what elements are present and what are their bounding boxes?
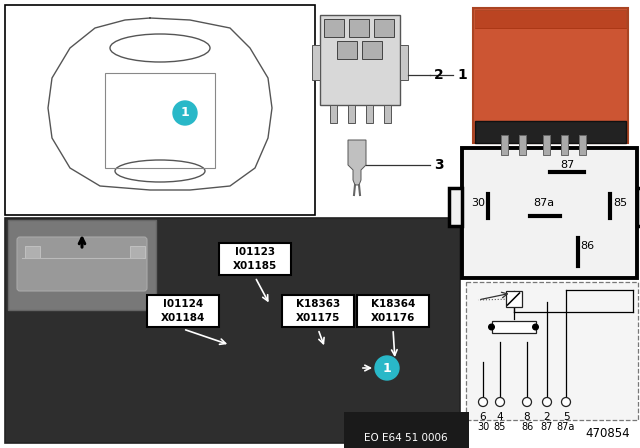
Bar (5, 5, 315, 215)
Bar (337, 41, 357, 59)
Bar (130, 246, 145, 258)
Bar (362, 41, 382, 59)
Bar (330, 105, 337, 123)
Bar (561, 135, 568, 155)
Bar (8, 220, 156, 310)
Bar (519, 135, 526, 155)
Bar (492, 321, 536, 333)
Text: I01123
X01185: I01123 X01185 (233, 247, 277, 271)
Circle shape (375, 356, 399, 380)
Bar (501, 135, 508, 155)
Bar (475, 121, 626, 143)
Bar (312, 45, 320, 80)
Bar (349, 19, 369, 37)
Text: 85: 85 (613, 198, 627, 208)
Bar (25, 246, 40, 258)
Text: 1: 1 (383, 362, 392, 375)
Text: 85: 85 (494, 422, 506, 432)
Bar (366, 105, 373, 123)
Bar (5, 218, 460, 443)
Bar (449, 188, 462, 226)
Text: 1: 1 (180, 107, 189, 120)
Text: 86: 86 (521, 422, 533, 432)
Circle shape (532, 324, 538, 330)
Text: 2: 2 (434, 68, 444, 82)
Text: 1: 1 (457, 68, 467, 82)
Text: 4: 4 (497, 412, 503, 422)
Bar (105, 73, 215, 168)
Circle shape (561, 397, 570, 406)
Bar (374, 19, 394, 37)
Circle shape (479, 397, 488, 406)
Bar (348, 105, 355, 123)
Text: K18363
X01175: K18363 X01175 (296, 299, 340, 323)
Text: 87a: 87a (557, 422, 575, 432)
Text: 3: 3 (434, 158, 444, 172)
Text: 30: 30 (471, 198, 485, 208)
FancyBboxPatch shape (17, 237, 147, 291)
Text: 5: 5 (563, 412, 570, 422)
Text: K18364
X01176: K18364 X01176 (371, 299, 415, 323)
Bar (637, 188, 640, 226)
Bar (475, 10, 626, 28)
Bar (466, 282, 638, 420)
Bar (543, 135, 550, 155)
Text: EO E64 51 0006: EO E64 51 0006 (364, 433, 448, 443)
Text: 87a: 87a (533, 198, 555, 208)
Bar (324, 19, 344, 37)
Circle shape (522, 397, 531, 406)
Bar (473, 8, 628, 143)
Text: 8: 8 (524, 412, 531, 422)
Bar (579, 135, 586, 155)
Text: 470854: 470854 (586, 427, 630, 440)
Bar (147, 295, 219, 327)
Circle shape (495, 397, 504, 406)
Text: 30: 30 (477, 422, 489, 432)
Text: 86: 86 (580, 241, 594, 251)
Bar (320, 15, 400, 105)
Text: 6: 6 (480, 412, 486, 422)
Polygon shape (348, 140, 366, 185)
Bar (462, 148, 637, 278)
Text: I01124
X01184: I01124 X01184 (161, 299, 205, 323)
Text: 2: 2 (544, 412, 550, 422)
Bar (219, 243, 291, 275)
Circle shape (543, 397, 552, 406)
Text: 87: 87 (560, 160, 574, 170)
Circle shape (489, 324, 494, 330)
Circle shape (173, 101, 197, 125)
Bar (384, 105, 391, 123)
Bar (506, 291, 522, 307)
Text: 87: 87 (541, 422, 553, 432)
Bar (282, 295, 354, 327)
Bar (400, 45, 408, 80)
Bar (357, 295, 429, 327)
